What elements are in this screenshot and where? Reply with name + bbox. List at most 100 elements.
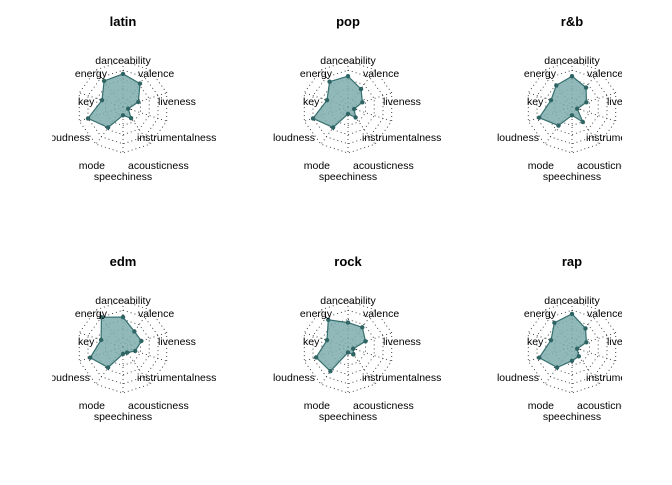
data-point-danceability: [345, 74, 351, 79]
data-point-mode: [328, 369, 333, 374]
axis-label-instrumentalness: instrumentalness: [137, 372, 216, 384]
data-point-speechiness: [120, 113, 126, 118]
grid-ring: [105, 328, 141, 366]
data-point-speechiness: [569, 113, 575, 118]
axis-label-acousticness: acousticness: [128, 160, 189, 172]
data-point-liveness: [139, 338, 144, 344]
grid-ring: [527, 300, 617, 394]
data-point-key: [548, 338, 554, 343]
axis-label-key: key: [527, 96, 544, 108]
grid-ring: [338, 97, 358, 117]
axis-label-energy: energy: [300, 68, 333, 80]
data-area: [538, 313, 588, 369]
axis-label-instrumentalness: instrumentalness: [586, 372, 665, 384]
axis-label-mode: mode: [79, 160, 105, 172]
data-point-mode: [105, 365, 111, 370]
axis-label-speechiness: speechiness: [319, 171, 377, 183]
grid-ring: [554, 328, 590, 366]
axis-label-acousticness: acousticness: [577, 160, 638, 172]
data-point-acousticness: [576, 354, 581, 359]
grid-ring: [545, 78, 599, 136]
axis-label-danceability: danceability: [320, 295, 376, 307]
axis-label-loudness: loudness: [497, 372, 539, 384]
grid-ring: [554, 88, 590, 126]
data-point-mode: [556, 123, 561, 128]
data-point-acousticness: [580, 119, 585, 125]
data-point-speechiness: [120, 351, 126, 357]
axis-label-valence: valence: [138, 68, 174, 80]
axis-label-mode: mode: [528, 400, 554, 412]
data-point-acousticness: [124, 350, 130, 355]
data-point-mode: [105, 125, 111, 130]
axis-label-instrumentalness: instrumentalness: [137, 132, 216, 144]
panel-title: r&b: [561, 14, 583, 29]
axis-label-key: key: [78, 336, 95, 348]
data-point-liveness: [363, 339, 368, 344]
data-point-valence: [583, 326, 588, 331]
axis-label-loudness: loudness: [497, 132, 539, 144]
axis-label-energy: energy: [75, 68, 108, 80]
axis-label-valence: valence: [363, 68, 399, 80]
axis-label-speechiness: speechiness: [94, 411, 152, 423]
data-point-instrumentalness: [575, 346, 580, 351]
panels-clip-group: latindanceabilityvalencelivenessinstrume…: [52, 14, 665, 423]
axis-label-key: key: [527, 336, 544, 348]
data-point-danceability: [569, 74, 575, 79]
axis-label-speechiness: speechiness: [543, 171, 601, 183]
data-point-acousticness: [128, 116, 134, 121]
axis-label-liveness: liveness: [158, 96, 196, 108]
data-point-danceability: [345, 320, 351, 325]
axis-label-danceability: danceability: [544, 55, 600, 67]
data-point-danceability: [569, 311, 575, 317]
data-point-valence: [360, 325, 365, 330]
data-point-acousticness: [353, 115, 358, 120]
data-point-liveness: [584, 100, 589, 105]
data-area: [538, 75, 588, 127]
data-point-key: [324, 98, 330, 103]
axis-label-energy: energy: [300, 308, 333, 320]
data-point-speechiness: [345, 111, 351, 117]
axis-label-mode: mode: [79, 400, 105, 412]
data-point-key: [324, 338, 330, 343]
axis-label-key: key: [303, 336, 320, 348]
panel-title: edm: [110, 254, 137, 269]
grid-ring: [96, 78, 150, 136]
data-point-energy: [101, 78, 107, 84]
axis-label-liveness: liveness: [607, 96, 645, 108]
data-point-speechiness: [569, 358, 575, 363]
data-point-instrumentalness: [575, 106, 580, 111]
axis-label-acousticness: acousticness: [128, 400, 189, 412]
axis-label-key: key: [78, 96, 95, 108]
panel-title: rap: [562, 254, 582, 269]
data-point-valence: [137, 81, 143, 86]
grid-ring: [303, 60, 393, 154]
data-point-loudness: [85, 116, 91, 121]
grid-ring: [527, 60, 617, 154]
data-point-mode: [330, 125, 336, 130]
data-point-mode: [554, 365, 560, 370]
data-point-valence: [132, 329, 137, 334]
grid-ring: [105, 88, 141, 126]
axis-label-key: key: [303, 96, 320, 108]
data-point-loudness: [313, 355, 319, 360]
axis-label-acousticness: acousticness: [577, 400, 638, 412]
grid-ring: [113, 337, 133, 357]
axis-label-valence: valence: [587, 68, 623, 80]
grid-ring: [78, 60, 168, 154]
axis-label-energy: energy: [524, 68, 557, 80]
data-point-key: [548, 98, 554, 103]
axis-label-liveness: liveness: [383, 96, 421, 108]
grid-ring: [330, 88, 366, 126]
data-point-danceability: [120, 314, 126, 320]
data-point-liveness: [136, 99, 141, 105]
data-point-danceability: [120, 71, 126, 77]
data-point-liveness: [584, 340, 589, 345]
axis-label-instrumentalness: instrumentalness: [362, 132, 441, 144]
axis-label-mode: mode: [528, 160, 554, 172]
axis-label-valence: valence: [363, 308, 399, 320]
